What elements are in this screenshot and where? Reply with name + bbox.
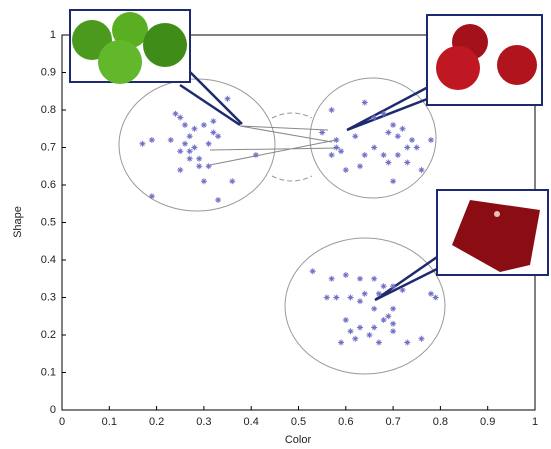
y-tick-label: 0.7 <box>41 141 56 153</box>
red-apples-image <box>427 15 542 105</box>
green-apples-image <box>70 10 190 84</box>
y-tick-label: 0.5 <box>41 216 56 228</box>
x-tick-label: 0.1 <box>102 416 117 428</box>
x-tick-label: 0.2 <box>149 416 164 428</box>
x-tick-label: 0.7 <box>385 416 400 428</box>
laptop-image <box>437 190 548 275</box>
x-tick-label: 0 <box>59 416 65 428</box>
y-tick-label: 0.4 <box>41 254 56 266</box>
apple <box>98 40 142 84</box>
x-tick-label: 0.4 <box>244 416 259 428</box>
x-tick-label: 0.8 <box>433 416 448 428</box>
y-tick-label: 0 <box>50 404 56 416</box>
y-tick-label: 0.1 <box>41 366 56 378</box>
page: {"chart_data": {"type": "scatter", "xlab… <box>0 0 551 449</box>
y-tick-label: 0.3 <box>41 291 56 303</box>
x-tick-label: 1 <box>532 416 538 428</box>
y-axis-label: Shape <box>12 206 24 238</box>
apple <box>497 45 537 85</box>
y-tick-label: 1 <box>50 29 56 41</box>
x-tick-label: 0.6 <box>338 416 353 428</box>
apple <box>143 23 187 67</box>
y-tick-label: 0.2 <box>41 329 56 341</box>
chart: Color Shape 0 0.1 0.2 0.3 0.4 0.5 0.6 0.7 0.8 0.9… <box>0 0 551 449</box>
y-tick-label: 0.8 <box>41 104 56 116</box>
y-tick-label: 0.9 <box>41 66 56 78</box>
x-tick-label: 0.5 <box>291 416 306 428</box>
apple <box>436 46 480 90</box>
laptop-logo <box>494 211 500 217</box>
x-tick-label: 0.3 <box>196 416 211 428</box>
y-tick-label: 0.6 <box>41 179 56 191</box>
x-axis-label: Color <box>285 434 312 446</box>
x-tick-label: 0.9 <box>480 416 495 428</box>
